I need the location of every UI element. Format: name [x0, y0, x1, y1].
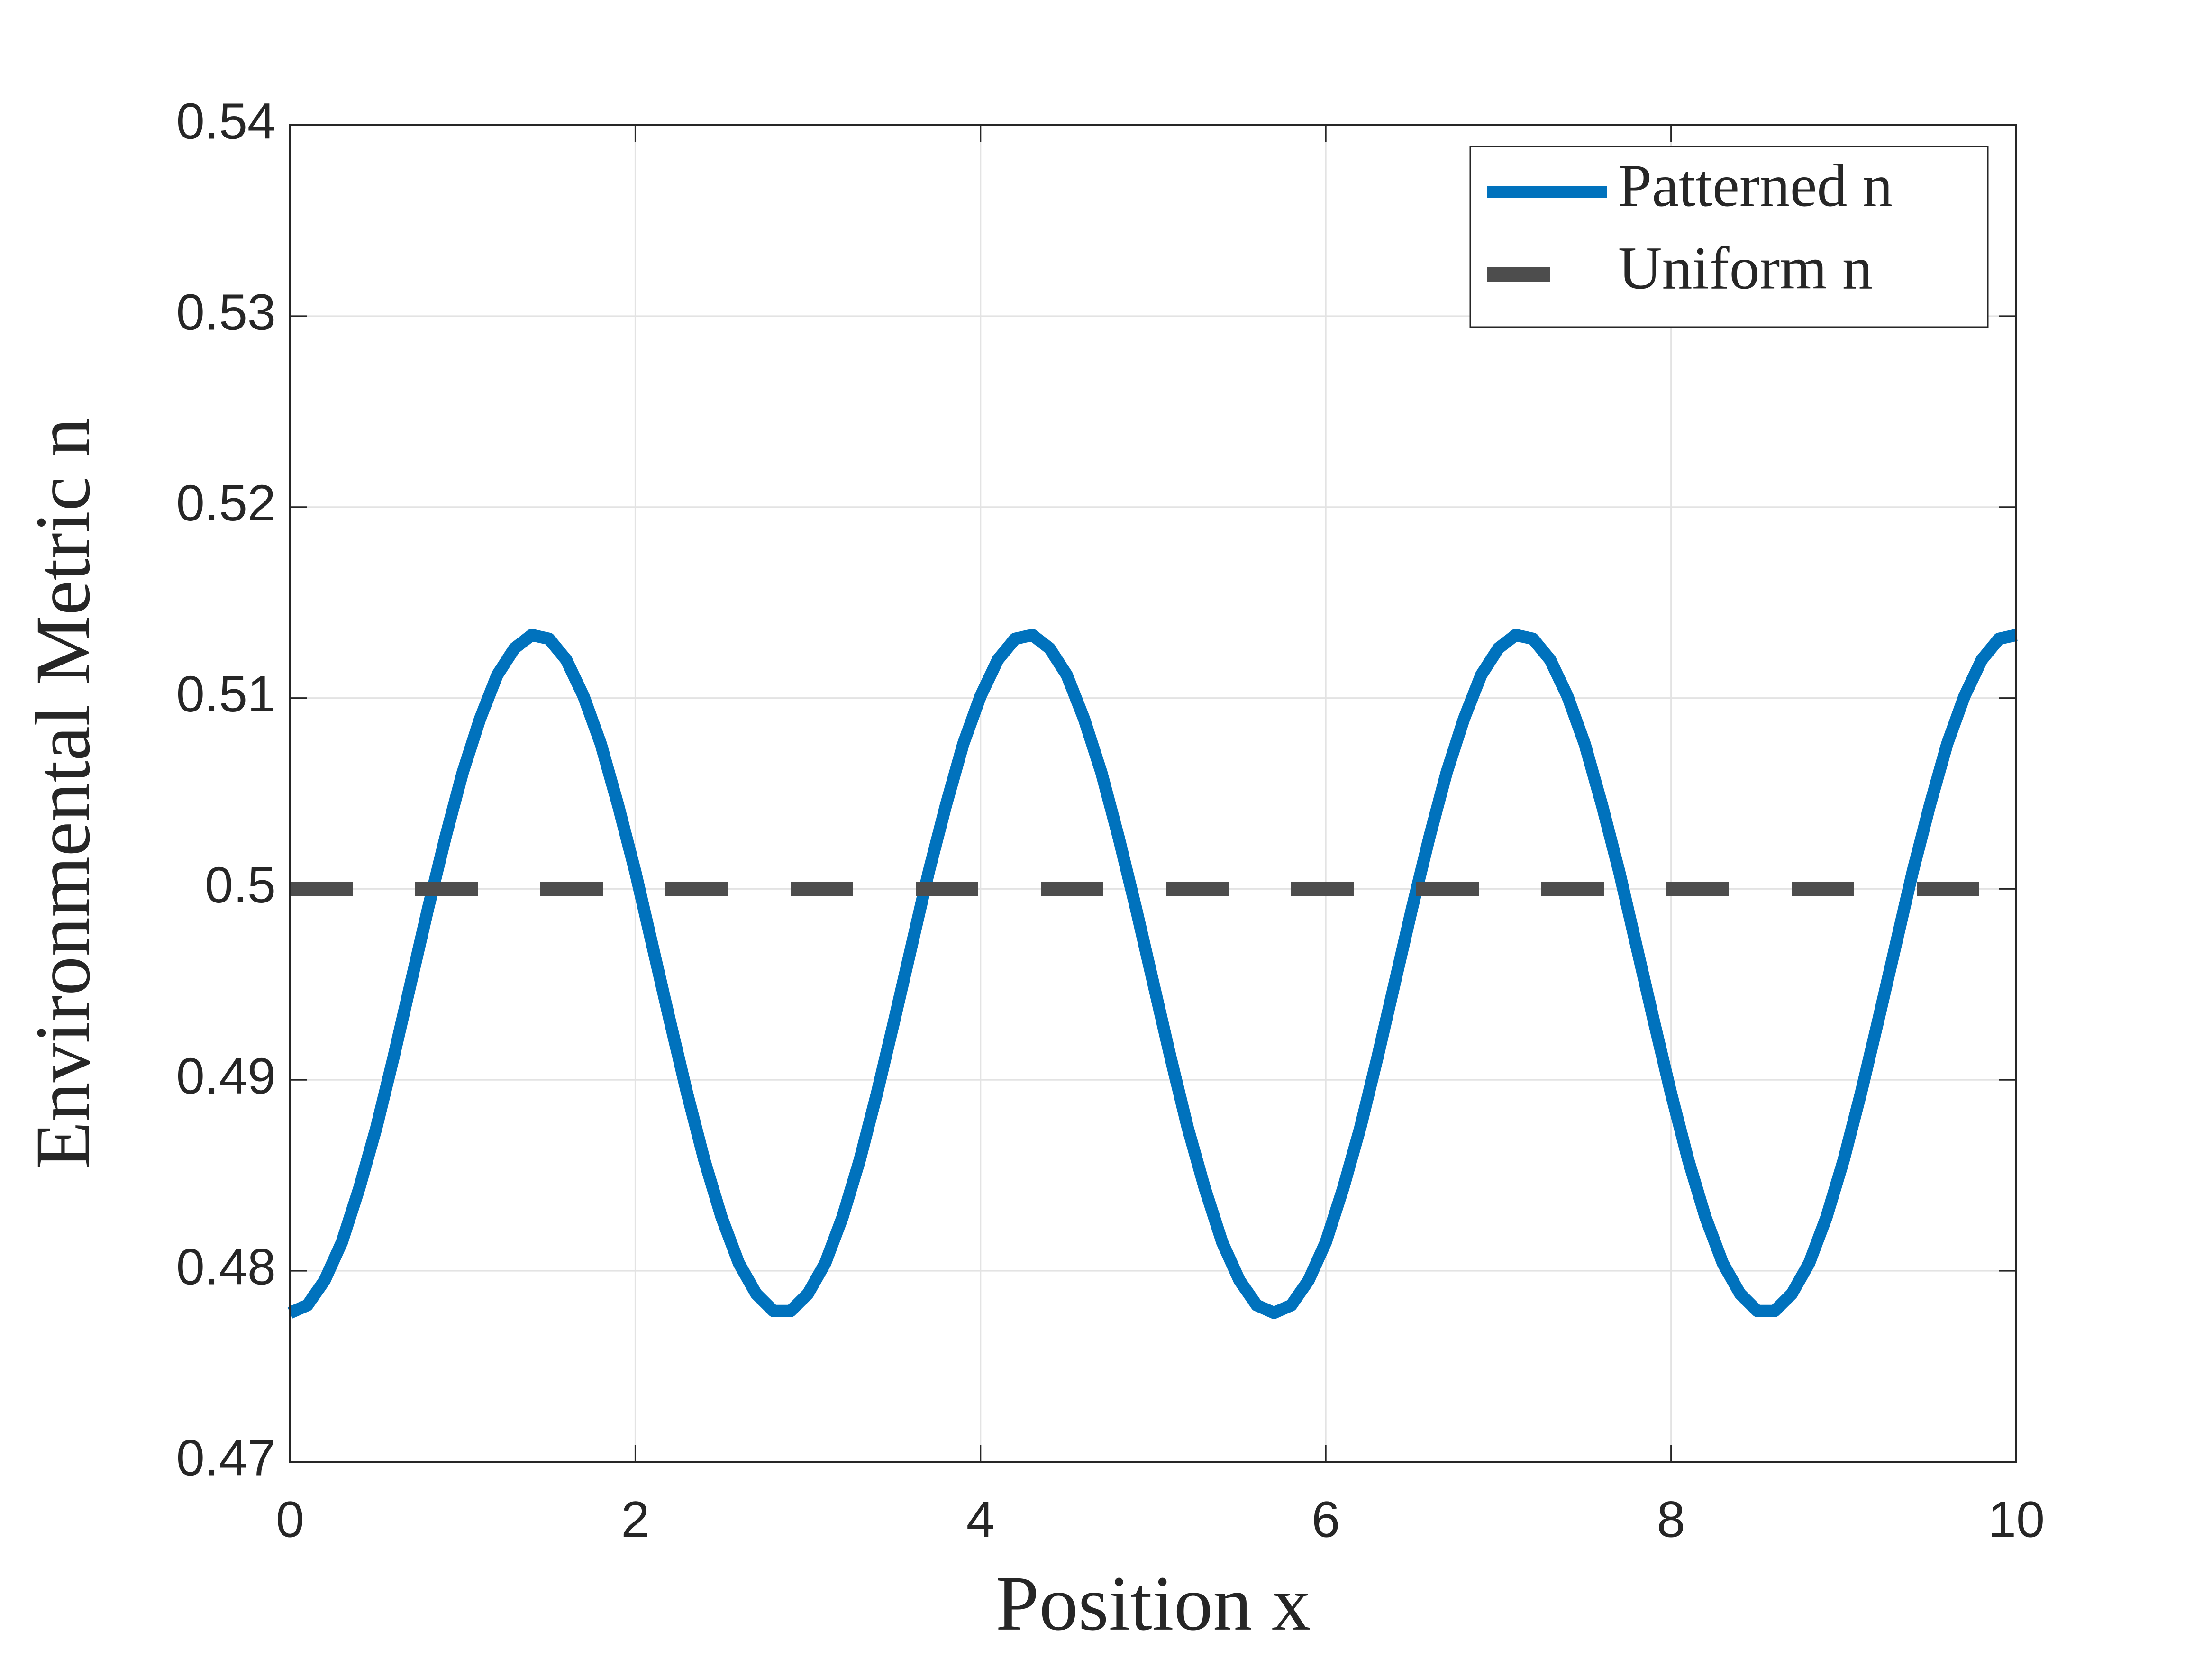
- y-tick-label: 0.51: [176, 665, 276, 722]
- x-tick-label: 6: [1311, 1491, 1340, 1548]
- data-line: [287, 629, 2018, 1319]
- y-tick-label: 0.53: [176, 283, 276, 340]
- legend-label: Patterned n: [1618, 152, 1893, 219]
- legend-box: [1469, 146, 1989, 328]
- y-tick-label: 0.52: [176, 474, 276, 531]
- y-tick-label: 0.49: [176, 1047, 276, 1104]
- x-tick-label: 8: [1657, 1491, 1685, 1548]
- y-tick-label: 0.47: [176, 1429, 276, 1486]
- y-axis-label: Environmental Metric n: [19, 418, 106, 1169]
- x-axis-label: Position x: [996, 1560, 1311, 1647]
- y-tick-label: 0.48: [176, 1238, 276, 1295]
- plot-background: [290, 125, 2016, 1462]
- x-tick-label: 2: [621, 1491, 649, 1548]
- axes-box: [289, 124, 2017, 1463]
- y-tick-label: 0.54: [176, 92, 276, 150]
- x-tick-label: 10: [1988, 1491, 2045, 1548]
- y-tick-label: 0.5: [205, 856, 276, 913]
- x-tick-label: 4: [966, 1491, 995, 1548]
- legend-label: Uniform n: [1618, 234, 1873, 301]
- x-tick-label: 0: [276, 1491, 304, 1548]
